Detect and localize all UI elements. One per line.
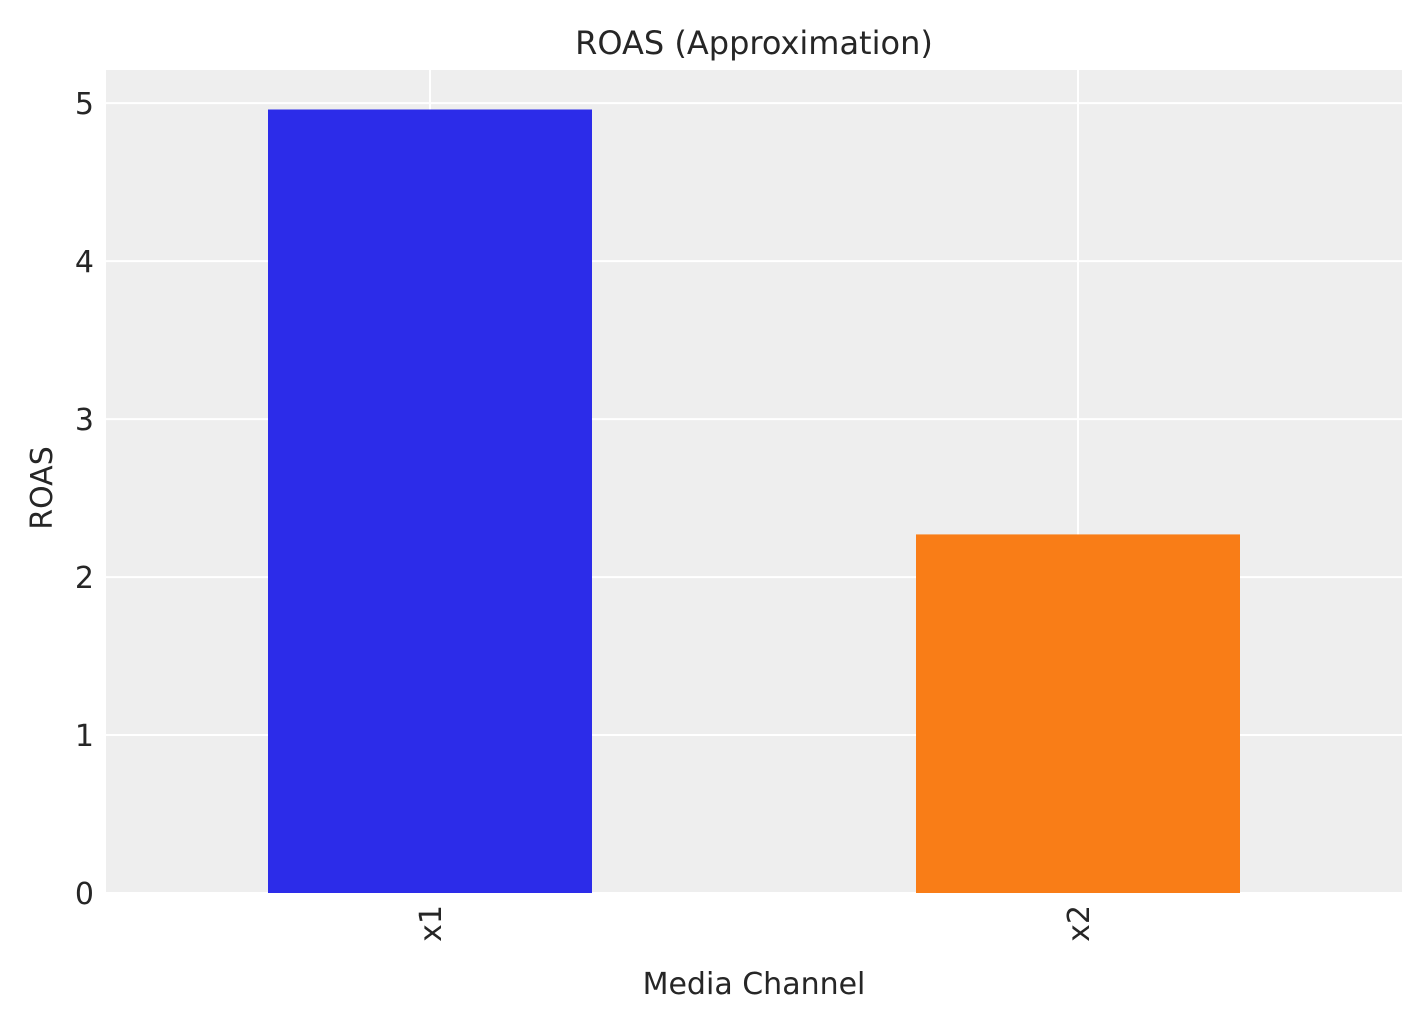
y-tick-label: 0 <box>75 877 94 912</box>
y-axis-label: ROAS <box>25 446 60 530</box>
x-tick-label: x1 <box>414 905 449 942</box>
bar-x2 <box>916 534 1240 893</box>
y-tick-label: 3 <box>75 403 94 438</box>
plot-area: 0 1 2 3 4 5 x1 x2 <box>75 70 1402 942</box>
x-tick-label: x2 <box>1062 905 1097 942</box>
y-tick-label: 4 <box>75 245 94 280</box>
y-tick-label: 2 <box>75 561 94 596</box>
y-tick-label: 1 <box>75 719 94 754</box>
y-tick-label: 5 <box>75 87 94 122</box>
bar-x1 <box>268 109 592 894</box>
chart-title: ROAS (Approximation) <box>575 24 933 62</box>
x-axis-label: Media Channel <box>643 967 866 1002</box>
